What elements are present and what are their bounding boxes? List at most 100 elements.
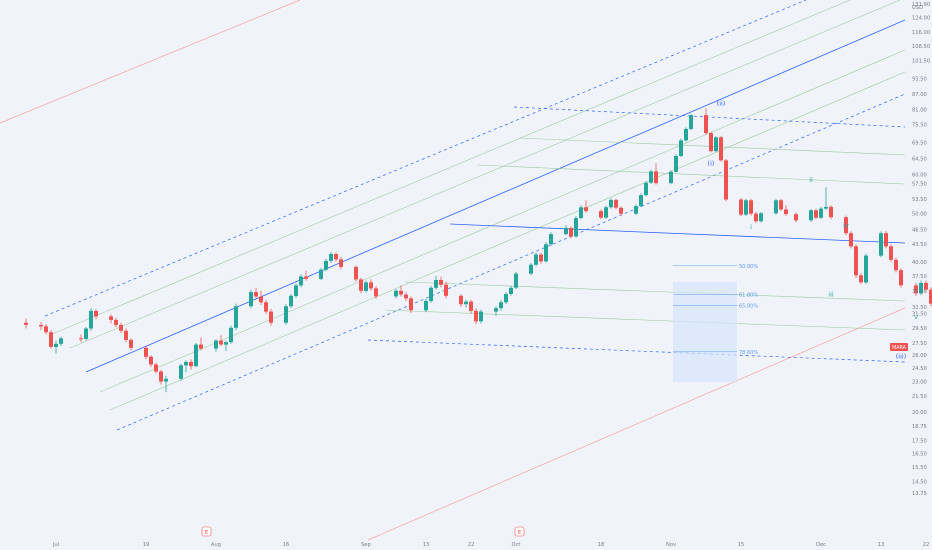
candle-body xyxy=(144,347,148,357)
candle-body xyxy=(724,160,728,200)
candle xyxy=(429,286,433,303)
candle xyxy=(299,274,303,288)
y-tick-label: 75.50 xyxy=(912,123,927,129)
y-tick-label: 15.50 xyxy=(912,465,927,471)
candle-body xyxy=(59,338,63,344)
x-tick-label: Jul xyxy=(52,542,59,548)
candle-body xyxy=(504,294,508,303)
y-tick-label: 23.00 xyxy=(912,380,927,386)
candle-body xyxy=(289,295,293,307)
candle-body xyxy=(669,171,673,184)
y-tick-label: 124.00 xyxy=(912,15,930,21)
fib-level-label: 61.80% xyxy=(739,293,758,299)
candle-body xyxy=(439,280,443,285)
earnings-marker[interactable]: E xyxy=(514,526,525,537)
candle xyxy=(844,215,848,236)
candle xyxy=(599,209,603,220)
candles xyxy=(24,108,932,393)
y-tick-label: 31.50 xyxy=(912,312,927,318)
pitchfork2-inner-4[interactable] xyxy=(384,309,906,331)
pitchfork2-inner-2[interactable] xyxy=(477,164,906,185)
candle xyxy=(124,328,128,343)
candle-body xyxy=(929,289,932,304)
candle xyxy=(39,322,43,330)
candle-body xyxy=(474,310,478,322)
x-axis[interactable]: Jul19Aug16Sep1322Oct18Nov15Dec1322202217… xyxy=(52,542,932,548)
candle-body xyxy=(774,200,778,214)
candle xyxy=(794,212,798,223)
candle xyxy=(509,286,513,296)
candle-body xyxy=(654,171,658,184)
candle-body xyxy=(689,115,693,129)
pitchfork2-inner-3[interactable] xyxy=(404,281,906,302)
candle xyxy=(464,299,468,308)
candle xyxy=(459,294,463,307)
candle xyxy=(324,258,328,272)
pitchfork-lower-outer[interactable] xyxy=(116,93,906,431)
candle-body xyxy=(499,302,503,309)
candle-body xyxy=(854,246,858,276)
candle xyxy=(644,181,648,197)
candle-body xyxy=(444,284,448,296)
y-tick-label: 35.00 xyxy=(912,289,927,295)
candle xyxy=(189,359,193,370)
candle xyxy=(819,206,823,219)
pitchfork-upper-outer[interactable] xyxy=(44,0,807,317)
candle-body xyxy=(639,195,643,207)
candle xyxy=(759,212,763,223)
candle xyxy=(199,337,203,351)
red-trend-line-upper[interactable] xyxy=(0,0,301,124)
candle xyxy=(654,163,658,185)
candle-body xyxy=(614,199,618,208)
x-tick-label: Nov xyxy=(666,542,676,548)
candle xyxy=(549,232,553,246)
candle xyxy=(884,231,888,249)
wave-label: i xyxy=(750,223,752,231)
x-tick-label: 22 xyxy=(468,542,475,548)
pitchfork-inner-green-2[interactable] xyxy=(69,0,901,349)
candle-body xyxy=(124,330,128,340)
candle xyxy=(374,286,378,299)
y-tick-label: 108.50 xyxy=(912,44,930,50)
wave-label: (ii) xyxy=(717,100,726,108)
red-trend-line-lower[interactable] xyxy=(367,307,906,541)
y-tick-label: 16.50 xyxy=(912,451,927,457)
candle-body xyxy=(129,339,133,348)
drawings[interactable] xyxy=(0,0,906,541)
candle xyxy=(144,346,148,360)
candle xyxy=(494,306,498,316)
candle-body xyxy=(214,340,218,349)
fib-retracement-box[interactable] xyxy=(673,282,737,382)
candle-body xyxy=(324,260,328,270)
earnings-marker[interactable]: E xyxy=(201,526,212,537)
pitchfork-inner-green-4[interactable] xyxy=(109,71,906,411)
candle-body xyxy=(529,264,533,274)
candle xyxy=(859,273,863,285)
pitchfork2-upper-outer[interactable] xyxy=(513,106,906,128)
candle-body xyxy=(469,301,473,311)
candle xyxy=(129,338,133,351)
y-tick-label: 60.00 xyxy=(912,172,927,178)
candle-body xyxy=(294,285,298,296)
candle xyxy=(499,299,503,311)
candle xyxy=(439,276,443,288)
pitchfork2-median[interactable] xyxy=(449,223,906,244)
wave-label: v xyxy=(914,313,918,321)
pitchfork-inner-green-3[interactable] xyxy=(99,49,906,393)
candle xyxy=(49,330,53,349)
pitchfork-median[interactable] xyxy=(85,19,906,373)
y-tick-label: 116.00 xyxy=(912,30,930,36)
candle-body xyxy=(549,234,553,245)
y-tick-label: 87.00 xyxy=(912,92,927,98)
candle xyxy=(544,242,548,263)
y-axis[interactable]: USD 131.90 124.00 116.00 108.50 101.50 93.50 8… xyxy=(912,2,930,497)
candle-body xyxy=(739,199,743,215)
candle xyxy=(264,299,268,315)
candle xyxy=(684,127,688,142)
candle xyxy=(714,136,718,153)
candle xyxy=(369,279,373,291)
candle xyxy=(674,154,678,173)
pitchfork-inner-green-1[interactable] xyxy=(49,0,851,336)
candle xyxy=(469,299,473,314)
